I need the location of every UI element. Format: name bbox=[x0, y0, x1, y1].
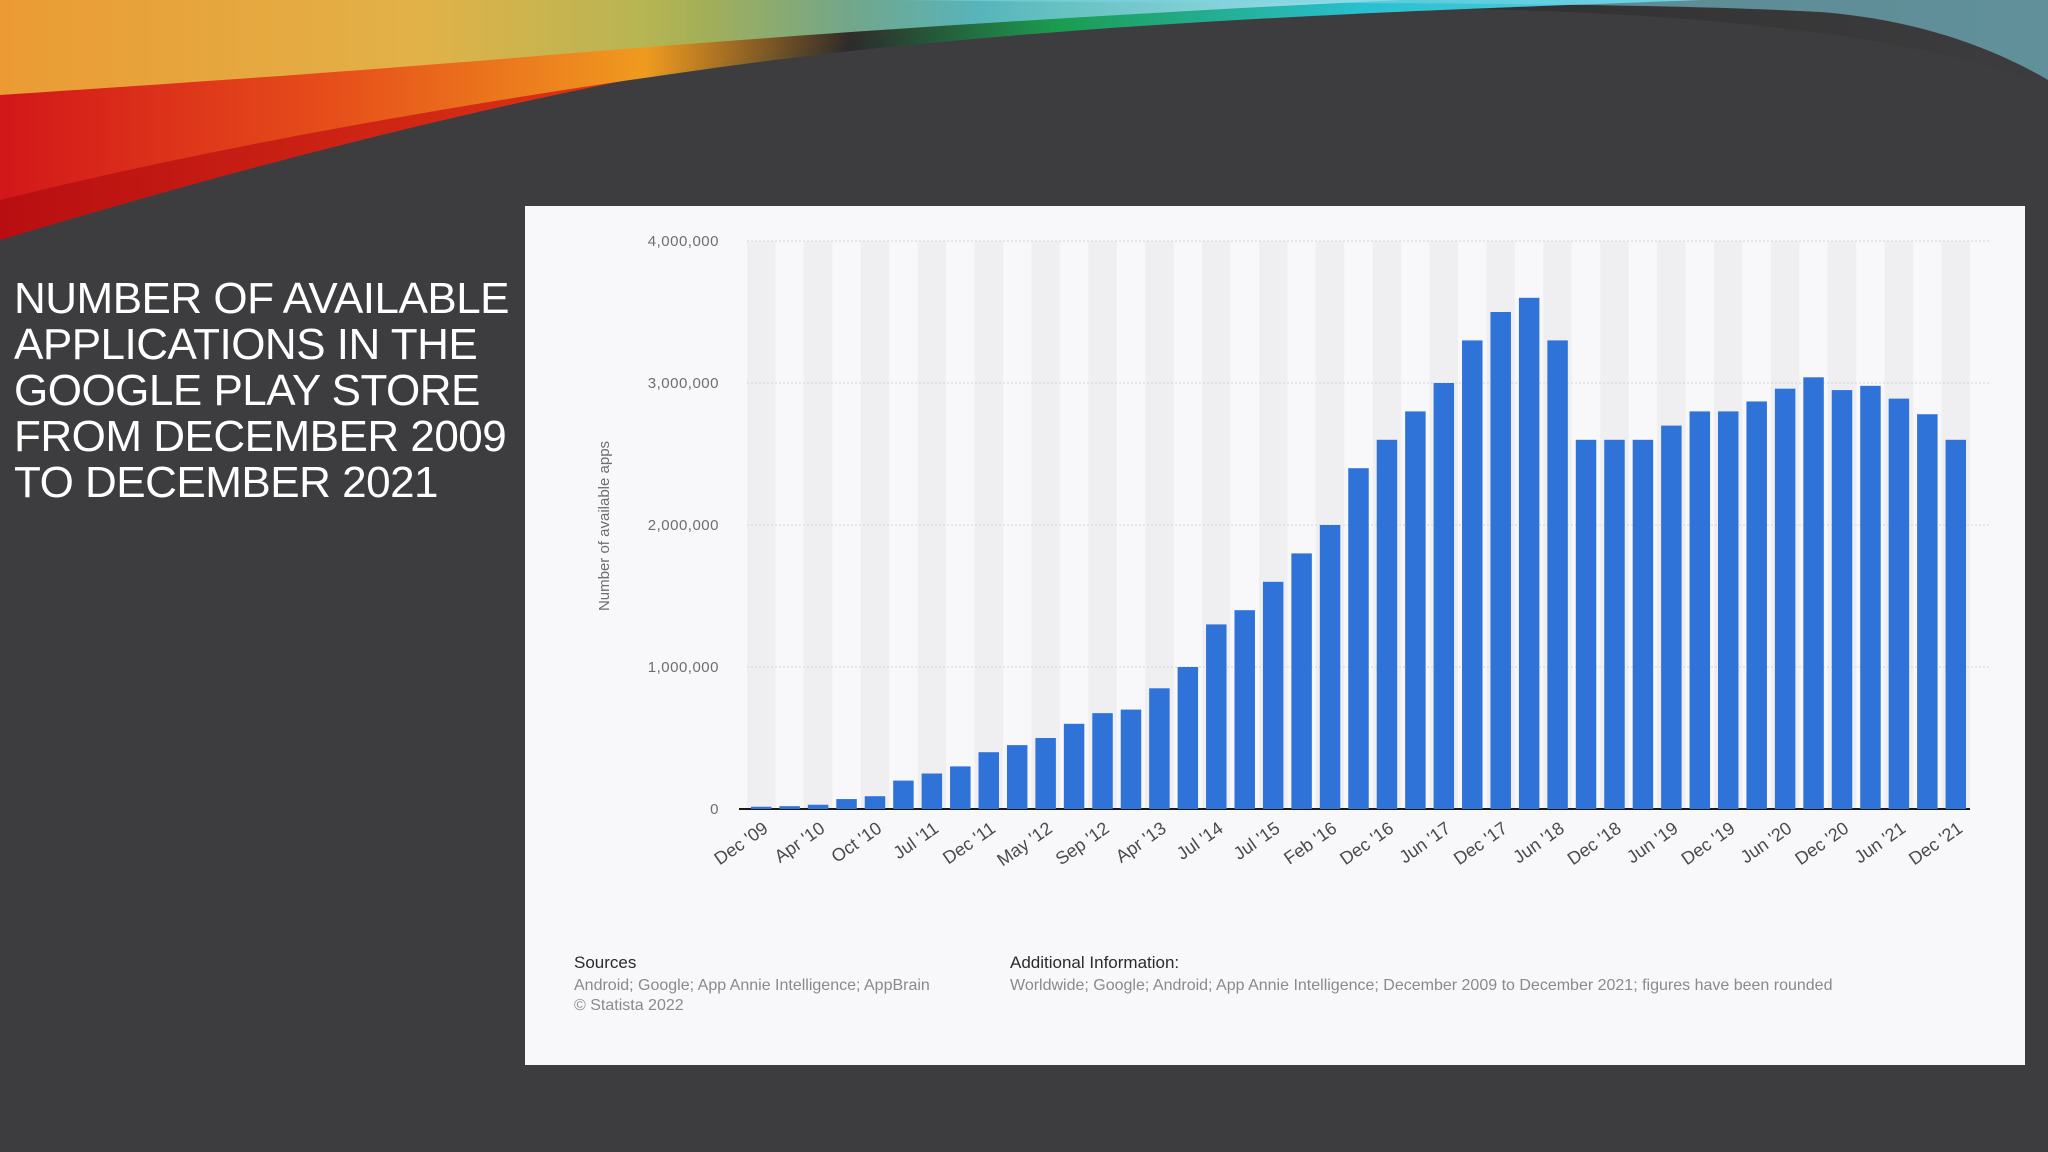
bar bbox=[1149, 688, 1170, 809]
bar-chart: 0 1,000,000 2,000,000 3,000,000 4,000,000 De… bbox=[596, 233, 1990, 870]
y-tick-label: 0 bbox=[710, 801, 719, 818]
bar bbox=[1490, 312, 1511, 809]
bar bbox=[1945, 439, 1967, 809]
bars bbox=[750, 297, 1967, 809]
bar bbox=[1262, 581, 1284, 809]
bar bbox=[1348, 468, 1369, 809]
x-tick-label: Dec '17 bbox=[1450, 818, 1511, 869]
bar bbox=[1177, 667, 1199, 809]
x-tick-label: Jul '15 bbox=[1230, 818, 1284, 864]
bar bbox=[836, 799, 857, 809]
bar bbox=[864, 796, 886, 809]
bar bbox=[807, 804, 829, 809]
bar bbox=[1604, 439, 1625, 809]
bar bbox=[1547, 340, 1568, 809]
bar bbox=[1860, 385, 1881, 809]
additional-info-block: Additional Information: Worldwide; Googl… bbox=[1010, 953, 1832, 996]
x-tick-label: Apr '13 bbox=[1112, 818, 1170, 867]
bar bbox=[779, 806, 800, 809]
x-tick-label: Jun '17 bbox=[1396, 818, 1455, 867]
x-tick-label: Dec '19 bbox=[1678, 818, 1739, 869]
bar bbox=[1206, 624, 1227, 809]
bar bbox=[1888, 398, 1910, 809]
x-tick-label: Dec '20 bbox=[1791, 818, 1852, 869]
x-tick-label: Apr '10 bbox=[771, 818, 829, 867]
bar bbox=[1462, 340, 1483, 809]
bar bbox=[1035, 738, 1056, 809]
bar bbox=[750, 806, 772, 809]
x-tick-label: Jul '14 bbox=[1173, 818, 1227, 864]
additional-info-text: Worldwide; Google; Android; App Annie In… bbox=[1010, 977, 1833, 994]
bar bbox=[1291, 553, 1312, 809]
y-axis-title: Number of available apps bbox=[596, 441, 613, 611]
y-tick-label: 3,000,000 bbox=[648, 375, 719, 392]
bar bbox=[1234, 610, 1255, 809]
bar bbox=[1803, 377, 1824, 809]
sources-block: Sources Android; Google; App Annie Intel… bbox=[574, 953, 930, 1016]
x-tick-label: Dec '09 bbox=[711, 818, 772, 869]
slide-title: NUMBER OF AVAILABLE APPLICATIONS IN THE … bbox=[14, 274, 510, 507]
x-tick-label: Dec '16 bbox=[1336, 818, 1397, 869]
x-tick-label: Sep '12 bbox=[1052, 818, 1113, 869]
x-tick-label: Dec '11 bbox=[939, 818, 999, 868]
x-tick-label: Dec '18 bbox=[1564, 818, 1625, 869]
sources-text: Android; Google; App Annie Intelligence;… bbox=[574, 977, 930, 994]
bar bbox=[1120, 709, 1142, 809]
bar bbox=[1774, 388, 1796, 809]
bar bbox=[1063, 723, 1085, 809]
bar bbox=[1661, 425, 1682, 809]
decorative-swoosh-banner bbox=[0, 0, 2048, 240]
y-axis-ticks: 0 1,000,000 2,000,000 3,000,000 4,000,000 bbox=[648, 233, 719, 818]
x-tick-label: Jul '11 bbox=[890, 818, 943, 863]
bar bbox=[1632, 439, 1654, 809]
copyright-text: © Statista 2022 bbox=[574, 997, 684, 1014]
x-tick-label: May '12 bbox=[993, 818, 1056, 870]
x-tick-label: Oct '10 bbox=[828, 818, 886, 867]
bar bbox=[950, 766, 971, 809]
additional-info-label: Additional Information: bbox=[1010, 953, 1180, 972]
bar bbox=[1718, 411, 1739, 809]
bar bbox=[1575, 439, 1597, 809]
bar bbox=[1006, 745, 1028, 809]
x-tick-label: Jun '21 bbox=[1851, 818, 1910, 867]
x-tick-label: Jun '18 bbox=[1509, 818, 1568, 867]
bar bbox=[1319, 525, 1341, 809]
bar bbox=[1433, 383, 1455, 809]
bar bbox=[1746, 401, 1767, 809]
x-tick-label: Dec '21 bbox=[1905, 818, 1966, 869]
bar bbox=[1092, 713, 1113, 809]
x-tick-label: Jun '20 bbox=[1737, 818, 1796, 867]
bar bbox=[978, 752, 999, 809]
bar bbox=[893, 780, 914, 809]
x-tick-label: Jun '19 bbox=[1623, 818, 1682, 867]
bar bbox=[1405, 411, 1426, 809]
sources-label: Sources bbox=[574, 953, 637, 972]
bar bbox=[1917, 414, 1938, 809]
x-tick-label: Feb '16 bbox=[1280, 818, 1340, 869]
bar bbox=[1689, 411, 1711, 809]
bar bbox=[921, 773, 943, 809]
bar bbox=[1376, 439, 1398, 809]
y-tick-label: 1,000,000 bbox=[648, 659, 719, 676]
bar bbox=[1518, 297, 1540, 809]
bar bbox=[1831, 390, 1853, 809]
y-tick-label: 4,000,000 bbox=[648, 233, 719, 250]
y-tick-label: 2,000,000 bbox=[648, 517, 719, 534]
chart-panel: 0 1,000,000 2,000,000 3,000,000 4,000,000 De… bbox=[525, 206, 2025, 1065]
